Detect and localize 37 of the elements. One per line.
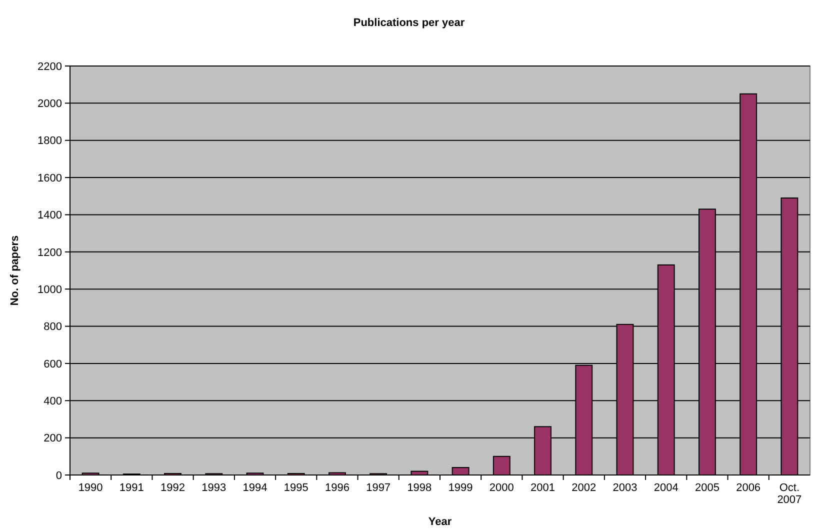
x-tick-label: 2001: [530, 482, 556, 494]
x-tick-label: 1995: [284, 482, 308, 494]
y-tick-label: 800: [44, 321, 62, 334]
y-tick-label: 600: [44, 358, 62, 370]
x-tick-label: 1997: [366, 482, 391, 494]
y-tick-label: 1000: [38, 284, 62, 296]
y-tick-label: 2000: [38, 98, 62, 110]
y-tick-label: 200: [44, 432, 62, 445]
x-tick-label: 2002: [572, 482, 596, 494]
x-tick-label: Oct. 2007: [777, 482, 802, 506]
x-tick-label: 1998: [407, 482, 432, 494]
y-tick-label: 1600: [38, 172, 62, 184]
bar: [328, 472, 346, 476]
x-tick-label: 2000: [489, 482, 514, 494]
y-tick-label: 400: [44, 395, 62, 408]
bar: [452, 467, 470, 476]
chart-title: Publications per year: [353, 17, 466, 29]
y-tick-label: 0: [56, 470, 62, 482]
x-axis-title: Year: [428, 516, 452, 528]
bar: [410, 470, 428, 476]
x-tick-label: 1990: [78, 482, 103, 494]
x-tick-label: 2006: [736, 482, 761, 494]
x-tick-label: 1991: [119, 482, 144, 494]
y-tick-label: 2200: [38, 60, 62, 73]
x-tick-label: 1996: [324, 482, 350, 494]
x-tick-label: 2003: [612, 482, 638, 494]
x-tick-label: 1994: [242, 482, 268, 494]
y-tick-label: 1800: [38, 135, 62, 148]
y-tick-label: 1200: [38, 246, 62, 259]
x-tick-label: 2005: [694, 482, 720, 494]
bar: [492, 456, 510, 476]
y-tick-label: 1400: [38, 210, 62, 222]
x-tick-label: 2004: [654, 482, 678, 494]
x-tick-label: 1992: [160, 482, 186, 494]
x-tick-label: 1999: [448, 482, 473, 494]
x-tick-label: 1993: [202, 482, 226, 494]
y-axis-title: No. of papers: [9, 235, 21, 306]
